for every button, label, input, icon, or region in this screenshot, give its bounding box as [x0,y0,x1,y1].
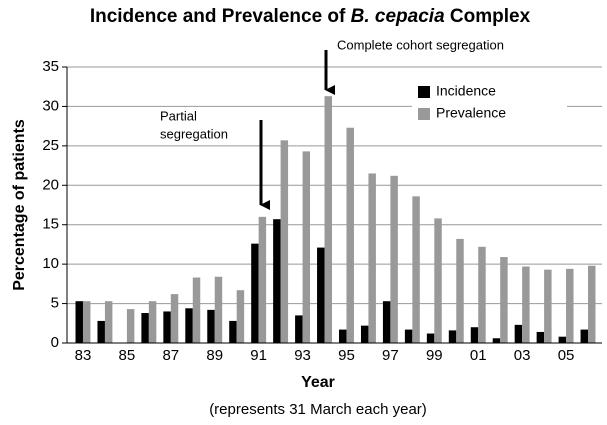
chart-title: Incidence and Prevalence of B. cepacia C… [90,6,531,27]
bar [229,320,237,343]
bar [192,277,201,343]
x-tick-label: 85 [119,347,136,364]
bar [141,313,149,343]
x-tick-label: 89 [206,347,223,364]
bar [544,269,552,343]
y-axis-title: Percentage of patients [11,119,28,291]
annotation: Partial [160,108,197,123]
bar [456,238,464,343]
legend-box [412,82,567,126]
x-tick-label: 83 [75,347,92,364]
x-axis-title: Year [301,374,335,391]
bar [163,311,171,343]
y-tick-label: 20 [42,176,59,193]
bar [75,301,83,343]
x-tick-label: 95 [338,347,355,364]
bar [148,301,157,343]
y-tick-label: 15 [42,216,59,233]
bar [522,266,530,343]
bar [126,309,135,343]
bar [82,301,91,343]
bar [317,247,325,343]
x-tick-label: 97 [382,347,399,364]
x-tick-label: 03 [514,347,531,364]
bar [492,338,501,343]
legend-label: Prevalence [436,105,506,121]
x-tick-label: 05 [558,347,575,364]
bar [426,333,435,343]
bar [346,127,354,343]
annotation: segregation [160,126,228,141]
bar [558,336,567,343]
bar [360,325,369,343]
bar [280,140,289,343]
bar [566,268,574,343]
bar [236,290,245,343]
bar [382,301,391,343]
bar [251,243,259,343]
bar [514,324,523,343]
x-tick-label: 93 [294,347,311,364]
x-tick-label: 87 [162,347,179,364]
bar [170,294,179,343]
y-tick-label: 30 [42,97,59,114]
bar [339,329,347,343]
bar [214,276,223,343]
y-tick-label: 10 [42,255,59,272]
bar [390,175,398,343]
bar [580,329,589,343]
bar [368,173,376,343]
bar [434,218,442,343]
y-tick-label: 35 [42,58,59,75]
annotation: Complete cohort segregation [337,37,504,52]
x-axis-note: (represents 31 March each year) [209,401,427,418]
x-tick-label: 91 [250,347,267,364]
bar [478,246,486,343]
bar [448,330,457,343]
legend-label: Incidence [436,83,496,99]
bar [324,96,332,343]
legend-swatch [418,86,430,98]
y-tick-label: 5 [51,295,59,312]
bar [97,320,105,343]
x-tick-label: 99 [426,347,443,364]
bar [470,327,479,343]
bar [412,196,420,343]
x-tick-label: 01 [470,347,487,364]
bar [536,331,545,343]
bar [273,219,281,343]
bar [302,151,311,343]
bar [500,257,508,343]
bar [295,315,303,343]
bar [588,265,596,343]
bar [104,301,113,343]
bar [404,329,413,343]
y-tick-label: 0 [51,334,59,351]
legend-swatch [418,108,430,120]
y-tick-label: 25 [42,137,59,154]
bar [258,216,267,343]
bar [185,308,193,343]
bar [207,309,215,343]
